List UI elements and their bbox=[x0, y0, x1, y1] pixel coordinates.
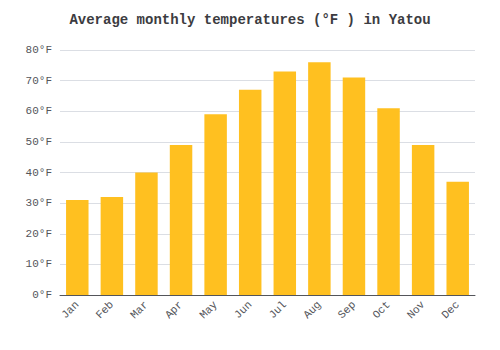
svg-text:Apr: Apr bbox=[163, 299, 185, 321]
svg-text:Sep: Sep bbox=[336, 299, 358, 321]
svg-text:0°F: 0°F bbox=[32, 289, 52, 301]
svg-text:Jul: Jul bbox=[267, 299, 289, 321]
svg-text:30°F: 30°F bbox=[26, 197, 52, 209]
svg-text:10°F: 10°F bbox=[26, 258, 52, 270]
svg-text:Average monthly temperatures (: Average monthly temperatures (°F ) in Ya… bbox=[69, 12, 430, 28]
svg-text:50°F: 50°F bbox=[26, 136, 52, 148]
svg-text:80°F: 80°F bbox=[26, 44, 52, 56]
svg-text:Oct: Oct bbox=[370, 299, 392, 321]
svg-text:70°F: 70°F bbox=[26, 75, 52, 87]
svg-text:May: May bbox=[197, 298, 220, 321]
svg-text:Feb: Feb bbox=[94, 299, 116, 321]
svg-text:20°F: 20°F bbox=[26, 228, 52, 240]
svg-text:Jan: Jan bbox=[59, 299, 81, 321]
svg-text:40°F: 40°F bbox=[26, 167, 52, 179]
svg-text:Nov: Nov bbox=[405, 298, 428, 321]
svg-text:Dec: Dec bbox=[439, 299, 461, 321]
svg-text:60°F: 60°F bbox=[26, 105, 52, 117]
svg-text:Mar: Mar bbox=[128, 299, 150, 321]
svg-text:Jun: Jun bbox=[232, 299, 254, 321]
svg-text:Aug: Aug bbox=[301, 299, 323, 321]
